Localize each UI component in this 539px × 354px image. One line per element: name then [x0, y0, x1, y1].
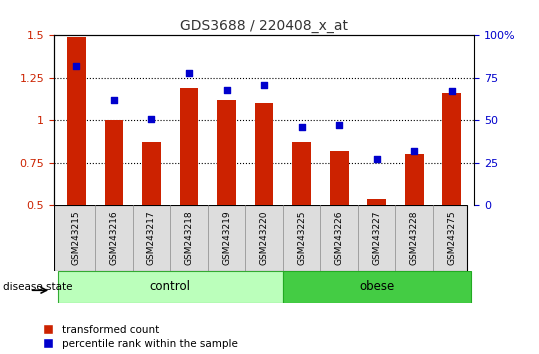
Bar: [179, 88, 198, 205]
Text: GSM243216: GSM243216: [109, 211, 119, 265]
Point: [447, 88, 456, 94]
Bar: [330, 151, 349, 205]
Point: [147, 116, 156, 121]
Bar: [142, 142, 161, 205]
Bar: [255, 103, 273, 205]
Bar: [405, 154, 424, 205]
Point: [372, 156, 381, 162]
Bar: [443, 93, 461, 205]
Bar: [105, 120, 123, 205]
Text: GSM243226: GSM243226: [335, 211, 344, 265]
Bar: [368, 199, 386, 205]
Bar: [292, 142, 311, 205]
FancyBboxPatch shape: [54, 205, 467, 271]
Text: GSM243219: GSM243219: [222, 211, 231, 265]
Text: obese: obese: [359, 280, 395, 293]
Text: GSM243227: GSM243227: [372, 211, 381, 265]
Bar: [217, 100, 236, 205]
Text: GSM243217: GSM243217: [147, 211, 156, 265]
Bar: [67, 37, 86, 205]
Text: GSM243220: GSM243220: [260, 211, 268, 265]
Text: GSM243275: GSM243275: [447, 211, 457, 265]
Point: [260, 82, 268, 87]
Text: disease state: disease state: [3, 282, 72, 292]
Point: [185, 70, 194, 76]
Point: [335, 122, 343, 128]
Text: GSM243215: GSM243215: [72, 211, 81, 265]
Text: control: control: [150, 280, 191, 293]
Title: GDS3688 / 220408_x_at: GDS3688 / 220408_x_at: [180, 19, 348, 33]
Text: GSM243218: GSM243218: [184, 211, 194, 265]
FancyBboxPatch shape: [58, 271, 283, 303]
Text: GSM243225: GSM243225: [297, 211, 306, 265]
Point: [298, 124, 306, 130]
Point: [410, 148, 419, 154]
Legend: transformed count, percentile rank within the sample: transformed count, percentile rank withi…: [43, 325, 238, 349]
Text: GSM243228: GSM243228: [410, 211, 419, 265]
FancyBboxPatch shape: [283, 271, 471, 303]
Point: [109, 97, 118, 103]
Point: [72, 63, 81, 69]
Point: [222, 87, 231, 93]
